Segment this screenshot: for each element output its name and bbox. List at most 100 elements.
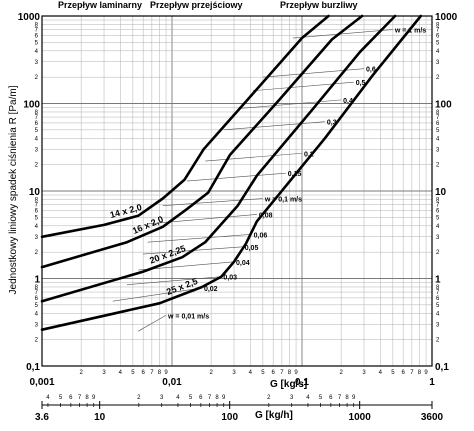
y-minor-tick-label-left: 7 xyxy=(35,203,39,209)
velocity-line xyxy=(241,99,342,109)
secondary-minor-tick-label: 6 xyxy=(69,395,73,401)
y-minor-tick-label-right: 6 xyxy=(436,208,440,214)
y-minor-tick-label-left: 7 xyxy=(35,115,39,121)
x-minor-tick-label: 2 xyxy=(79,370,83,376)
y-tick-label-right: 0,1 xyxy=(435,362,449,373)
velocity-line xyxy=(186,172,286,182)
x-axis-label-main: G [kg/s] xyxy=(270,379,307,390)
velocity-label: 0,5 xyxy=(356,80,366,87)
velocity-label: 0,02 xyxy=(204,286,218,293)
pipe-series-line xyxy=(40,14,330,239)
y-tick-label-right: 1 xyxy=(435,275,441,286)
secondary-minor-tick-label: 9 xyxy=(222,395,226,401)
secondary-minor-tick-label: 2 xyxy=(137,395,141,401)
y-minor-tick-label-left: 8 xyxy=(35,197,39,203)
velocity-label: 0,08 xyxy=(259,212,273,219)
secondary-minor-tick-label: 5 xyxy=(319,395,323,401)
x-minor-tick-label: 7 xyxy=(150,370,154,376)
y-axis-label: Jednostkowy liniowy spadek ciśnienia R [… xyxy=(8,85,19,294)
pipe-series-line xyxy=(40,14,364,269)
secondary-minor-tick-label: 7 xyxy=(338,395,342,401)
x-axis-ticks: 0,001 0,01 0,1 12 3 4 5 6 7 8 9 2 3 4 5 6 7 8 9 2 3 4 5 6 7 8 9 xyxy=(29,370,435,388)
secondary-tick-label: 3600 xyxy=(421,412,444,423)
y-minor-tick-label-right: 5 xyxy=(436,40,440,46)
secondary-minor-tick-label: 2 xyxy=(267,395,271,401)
y-minor-tick-label-right: 7 xyxy=(436,290,440,296)
secondary-minor-tick-label: 8 xyxy=(345,395,349,401)
velocity-label: w = 0,1 m/s xyxy=(264,197,302,204)
x-minor-tick-label: 9 xyxy=(294,370,298,376)
y-minor-tick-label-left: 5 xyxy=(35,128,39,134)
y-minor-tick-label-right: 4 xyxy=(436,136,440,142)
y-minor-tick-label-right: 7 xyxy=(436,203,440,209)
y-minor-tick-label-right: 5 xyxy=(436,215,440,221)
x-minor-tick-label: 6 xyxy=(271,370,275,376)
region-label-turbulent: Przepływ burzliwy xyxy=(280,0,358,10)
secondary-minor-tick-label: 9 xyxy=(92,395,96,401)
y-tick-label-left: 1000 xyxy=(18,12,41,23)
region-label-transitional: Przepływ przejściowy xyxy=(150,0,243,10)
y-minor-tick-label-left: 4 xyxy=(35,224,39,230)
velocity-label: w = 0,01 m/s xyxy=(167,313,209,320)
velocity-line xyxy=(147,234,252,243)
secondary-minor-tick-label: 9 xyxy=(352,395,356,401)
y-minor-tick-label-left: 4 xyxy=(35,49,39,55)
y-minor-tick-label-left: 4 xyxy=(35,136,39,142)
x-tick-label: 0,1 xyxy=(295,377,309,388)
y-minor-tick-label-right: 2 xyxy=(436,163,440,169)
x-minor-tick-label: 8 xyxy=(418,370,422,376)
y-minor-tick-label-right: 6 xyxy=(436,121,440,127)
y-minor-tick-label-right: 5 xyxy=(436,303,440,309)
grid-lines xyxy=(41,16,432,367)
velocity-label: 0,04 xyxy=(236,260,250,267)
y-minor-tick-label-right: 6 xyxy=(436,33,440,39)
x-minor-tick-label: 8 xyxy=(158,370,162,376)
x-minor-tick-label: 8 xyxy=(288,370,292,376)
x-minor-tick-label: 2 xyxy=(339,370,343,376)
secondary-minor-tick-label: 4 xyxy=(46,395,50,401)
y-minor-tick-label-left: 3 xyxy=(35,322,39,328)
y-minor-tick-label-right: 3 xyxy=(436,322,440,328)
y-minor-tick-label-left: 5 xyxy=(35,40,39,46)
x-minor-tick-label: 5 xyxy=(391,370,395,376)
y-minor-tick-label-right: 6 xyxy=(436,296,440,302)
x-minor-tick-label: 9 xyxy=(424,370,428,376)
x-minor-tick-label: 5 xyxy=(131,370,135,376)
y-minor-tick-label-right: 5 xyxy=(436,128,440,134)
x-axis-label-secondary: G [kg/h] xyxy=(255,410,293,421)
velocity-line xyxy=(138,315,167,332)
secondary-minor-tick-label: 6 xyxy=(329,395,333,401)
secondary-minor-tick-label: 4 xyxy=(306,395,310,401)
y-minor-tick-label-left: 8 xyxy=(35,285,39,291)
x-minor-tick-label: 3 xyxy=(102,370,106,376)
y-tick-label-left: 100 xyxy=(23,100,40,111)
secondary-tick-label: 1000 xyxy=(349,412,372,423)
y-minor-tick-label-left: 3 xyxy=(35,147,39,153)
velocity-line xyxy=(126,276,222,285)
x-minor-tick-label: 7 xyxy=(280,370,284,376)
y-minor-tick-label-left: 2 xyxy=(35,338,39,344)
velocity-line xyxy=(147,214,257,225)
velocity-label: 0,6 xyxy=(366,67,376,74)
y-tick-label-right: 1000 xyxy=(435,12,458,23)
y-minor-tick-label-right: 2 xyxy=(436,250,440,256)
y-minor-tick-label-left: 6 xyxy=(35,208,39,214)
y-minor-tick-label-left: 7 xyxy=(35,290,39,296)
y-minor-tick-label-right: 8 xyxy=(436,285,440,291)
pipe-series-line xyxy=(40,14,423,331)
y-minor-tick-label-left: 5 xyxy=(35,303,39,309)
secondary-tick-label: 3.6 xyxy=(35,412,49,423)
x-tick-label: 0,01 xyxy=(162,377,182,388)
velocity-label: 0,4 xyxy=(343,98,353,105)
x-minor-tick-label: 3 xyxy=(362,370,366,376)
velocity-line xyxy=(205,152,303,162)
y-tick-label-left: 0,1 xyxy=(26,362,40,373)
y-minor-tick-label-right: 3 xyxy=(436,235,440,241)
y-minor-tick-label-left: 6 xyxy=(35,33,39,39)
secondary-minor-tick-label: 3 xyxy=(160,395,164,401)
y-minor-tick-label-right: 3 xyxy=(436,60,440,66)
x-minor-tick-label: 7 xyxy=(410,370,414,376)
secondary-minor-tick-label: 4 xyxy=(176,395,180,401)
